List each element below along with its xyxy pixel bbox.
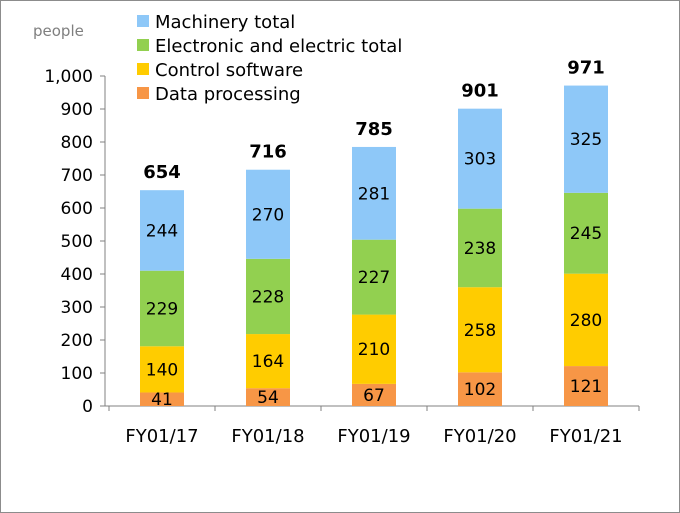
legend-swatch xyxy=(137,15,149,27)
bar-segment xyxy=(352,239,396,315)
data-label: 140 xyxy=(146,360,178,380)
bar-segment xyxy=(564,85,608,193)
bar-segment xyxy=(246,334,290,389)
data-label: 258 xyxy=(464,321,496,341)
bar-segment xyxy=(246,169,290,259)
data-label: 102 xyxy=(464,380,496,400)
y-tick-label: 700 xyxy=(61,166,93,186)
y-tick-label: 800 xyxy=(61,133,93,153)
legend: Machinery total Electronic and electric t… xyxy=(137,12,402,105)
y-tick-label: 0 xyxy=(82,397,93,417)
x-tick-label: FY01/21 xyxy=(549,426,622,447)
data-label: 227 xyxy=(358,268,390,288)
data-label: 325 xyxy=(570,130,602,150)
total-label: 716 xyxy=(249,142,287,163)
bar-segment xyxy=(140,392,184,406)
x-tick-label: FY01/18 xyxy=(231,426,304,447)
legend-label: Control software xyxy=(155,60,303,81)
bar-segment xyxy=(564,192,608,274)
bar-segment xyxy=(458,208,502,288)
x-tick-label: FY01/19 xyxy=(337,426,410,447)
data-label: 280 xyxy=(570,311,602,331)
data-label: 164 xyxy=(252,352,284,372)
y-tick-label: 100 xyxy=(61,364,93,384)
data-label: 210 xyxy=(358,340,390,360)
data-label: 281 xyxy=(358,184,390,204)
data-label: 41 xyxy=(151,390,173,410)
bar-segment xyxy=(246,258,290,335)
bar-segment xyxy=(352,314,396,384)
data-label: 244 xyxy=(146,221,178,241)
data-label: 245 xyxy=(570,224,602,244)
total-label: 971 xyxy=(567,58,605,79)
bar-segment xyxy=(458,372,502,406)
x-tick-label: FY01/20 xyxy=(443,426,516,447)
total-label: 901 xyxy=(461,81,499,102)
total-label: 654 xyxy=(143,162,181,183)
bar-segment xyxy=(140,270,184,347)
legend-swatch xyxy=(137,39,149,51)
data-label: 238 xyxy=(464,239,496,259)
bar-segment xyxy=(140,190,184,271)
y-tick-label: 600 xyxy=(61,199,93,219)
y-unit-label: people xyxy=(33,22,84,40)
data-label: 54 xyxy=(257,388,279,408)
y-axis: 0 100 200 300 400 500 600 700 800 900 1,000 xyxy=(44,67,106,417)
x-axis: FY01/17 FY01/18 FY01/19 FY01/20 FY01/21 xyxy=(105,405,640,447)
bar-segment xyxy=(140,346,184,393)
y-tick-label: 400 xyxy=(61,265,93,285)
total-label: 785 xyxy=(355,119,393,140)
bar-segment xyxy=(564,366,608,406)
y-tick-label: 200 xyxy=(61,331,93,351)
bar-segment xyxy=(246,388,290,406)
bar-segment xyxy=(352,383,396,406)
y-tick-label: 900 xyxy=(61,100,93,120)
legend-swatch xyxy=(137,87,149,99)
bars: 41 140 229 244 54 164 228 270 67 210 227 281 102 258 2… xyxy=(140,85,608,410)
x-tick-label: FY01/17 xyxy=(125,426,198,447)
y-tick-label: 1,000 xyxy=(44,67,93,87)
legend-label: Machinery total xyxy=(155,12,295,33)
data-label: 229 xyxy=(146,299,178,319)
data-label: 228 xyxy=(252,287,284,307)
data-label: 303 xyxy=(464,150,496,170)
legend-label: Data processing xyxy=(155,84,301,105)
bar-segment xyxy=(458,108,502,209)
data-label: 67 xyxy=(363,386,385,406)
legend-swatch xyxy=(137,63,149,75)
bar-segment xyxy=(564,273,608,367)
bar-segment xyxy=(352,146,396,240)
data-label: 121 xyxy=(570,377,602,397)
total-labels: 654 716 785 901 971 xyxy=(143,58,605,184)
legend-label: Electronic and electric total xyxy=(155,36,402,57)
data-label: 270 xyxy=(252,205,284,225)
y-tick-label: 500 xyxy=(61,232,93,252)
y-tick-label: 300 xyxy=(61,298,93,318)
bar-segment xyxy=(458,287,502,373)
